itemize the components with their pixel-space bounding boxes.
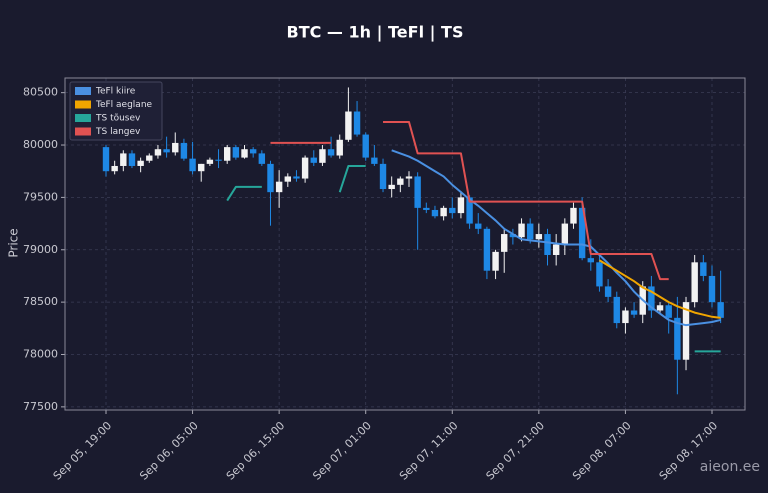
candle-body (440, 207, 447, 217)
series-line (391, 149, 721, 327)
candle-body (449, 207, 456, 214)
y-tick-label: 79500 (23, 190, 58, 203)
legend-box (69, 81, 163, 141)
candle-body (648, 286, 655, 311)
candle-body (561, 223, 569, 245)
candle-body (708, 275, 716, 303)
series-line (338, 164, 366, 193)
candle-body (691, 262, 698, 303)
y-tick-label: 79000 (23, 243, 58, 256)
candle-body (466, 197, 473, 224)
candle-body (137, 160, 144, 166)
candle-body (613, 296, 620, 324)
y-tick-label: 78500 (23, 295, 58, 308)
y-tick-label: 78000 (23, 347, 58, 360)
candle-body (172, 142, 179, 153)
legend-label: TeFl kiire (95, 87, 136, 97)
candle-body (345, 111, 352, 140)
candle-body (163, 149, 170, 153)
legend-swatch (75, 100, 91, 109)
candle-body (146, 155, 153, 161)
candle-body (665, 305, 672, 318)
candle-body (258, 153, 266, 164)
candle-body (388, 184, 395, 190)
candle-body (674, 317, 681, 360)
candle-body (223, 147, 231, 161)
watermark: aieon.ee (700, 459, 760, 475)
candle-body (622, 310, 629, 324)
candle-body (604, 286, 612, 297)
candle-body (353, 111, 361, 135)
candle-body (362, 134, 369, 158)
legend-label: TS tõusev (95, 114, 141, 124)
y-tick-label: 77500 (23, 400, 58, 413)
candle-body (336, 139, 343, 156)
candle-body (215, 159, 222, 161)
candle-body (293, 176, 300, 179)
candle-body (700, 262, 707, 276)
candle-body (483, 228, 491, 271)
series-line (226, 185, 262, 202)
y-axis-label: Price (7, 228, 21, 257)
candle-body (102, 147, 110, 172)
plot-frame (64, 77, 746, 411)
candle-body (379, 163, 387, 190)
candle-body (431, 209, 439, 217)
candle-body (501, 234, 508, 252)
candle-body (120, 153, 127, 166)
y-tick-label: 80500 (23, 86, 58, 99)
legend-swatch (75, 127, 91, 136)
candle-body (111, 165, 118, 172)
candle-body (509, 234, 517, 238)
candle-body (414, 176, 421, 208)
candle-body (198, 163, 205, 172)
candle-body (682, 302, 690, 360)
candle-body (596, 262, 603, 287)
candle-body (154, 149, 162, 156)
candle-body (267, 163, 274, 193)
y-tick-label: 80000 (23, 138, 58, 151)
candle-body (518, 223, 525, 238)
candle-body (570, 207, 577, 224)
series-line (383, 120, 669, 281)
chart-title: BTC — 1h | TeFl | TS (287, 23, 464, 43)
series-line (598, 259, 721, 319)
candle-body (535, 234, 543, 240)
candle-body (206, 159, 214, 164)
candle-body (475, 223, 482, 229)
candle-body (544, 234, 551, 255)
candle-body (578, 207, 586, 259)
candle-body (656, 305, 664, 311)
legend-label: TS langev (95, 127, 141, 137)
candle-body (423, 207, 430, 210)
candle-body (301, 157, 309, 179)
candle-body (587, 258, 594, 263)
candle-body (241, 149, 248, 158)
legend-swatch (75, 87, 91, 95)
legend-label: TeFl aeglane (95, 100, 153, 110)
candle-body (284, 176, 291, 182)
candle-body (405, 176, 413, 179)
candle-body (128, 153, 136, 166)
candle-body (232, 147, 240, 158)
candle-body (526, 223, 534, 240)
candle-body (457, 197, 465, 214)
candle-body (189, 158, 196, 172)
candle-body (327, 149, 335, 156)
candle-body (319, 149, 326, 163)
candle-body (180, 142, 188, 159)
candle-body (371, 157, 378, 164)
candle-body (717, 302, 724, 318)
candle-body (630, 310, 638, 315)
candle-body (492, 251, 499, 271)
candle-body (552, 244, 560, 255)
candle-body (310, 157, 317, 163)
candle-body (275, 181, 283, 193)
legend-swatch (75, 114, 91, 122)
candle-body (397, 178, 404, 185)
candle-body (249, 149, 257, 154)
